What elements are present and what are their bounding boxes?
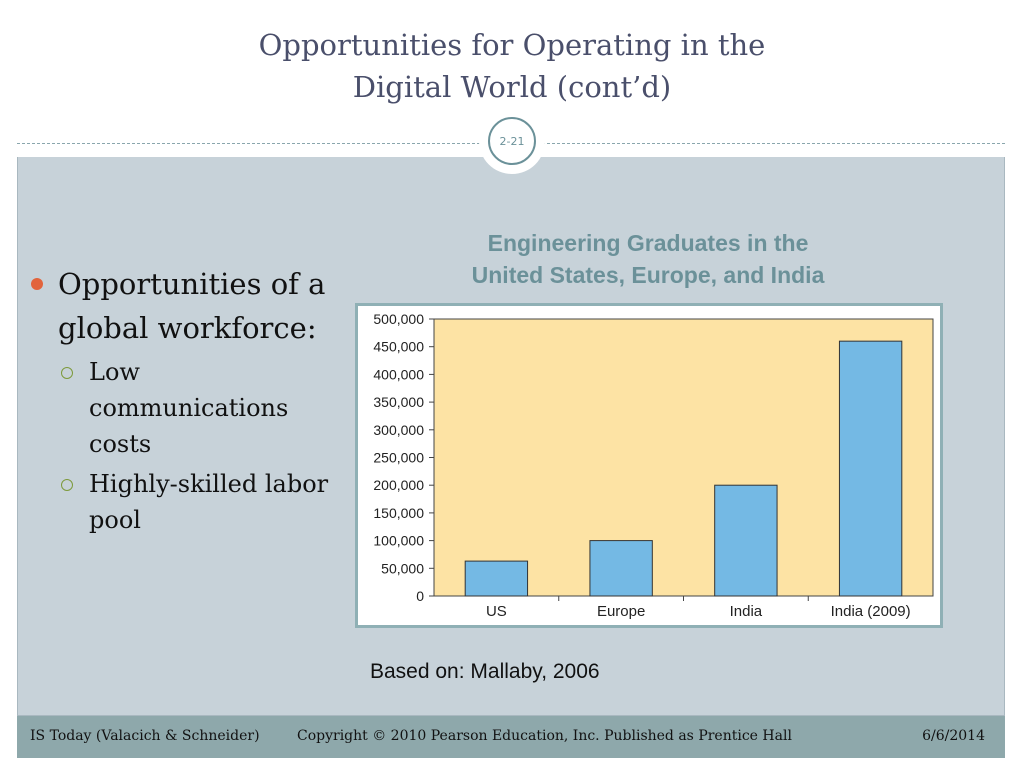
y-tick-label: 350,000 <box>373 394 424 410</box>
bullet-main: Opportunities of a global workforce: <box>30 262 340 350</box>
y-tick-label: 400,000 <box>373 366 424 382</box>
y-tick-label: 0 <box>416 588 424 604</box>
bar <box>589 540 653 597</box>
bullet-dot-icon <box>31 278 43 290</box>
y-tick-label: 100,000 <box>373 533 424 549</box>
footer-date: 6/6/2014 <box>922 728 985 744</box>
bar <box>838 340 903 597</box>
y-tick-label: 300,000 <box>373 422 424 438</box>
y-tick-label: 450,000 <box>373 339 424 355</box>
x-tick-label: Europe <box>597 603 645 620</box>
bar-chart-svg: 0 50,000 100,000 150,000 200,000 250,000 300,0… <box>373 311 934 620</box>
sub-bullet: Highly-skilled labor pool <box>30 466 340 538</box>
bar <box>714 484 778 597</box>
footer-course: IS Today (Valacich & Schneider) <box>30 728 260 744</box>
bar <box>464 560 529 597</box>
source-note: Based on: Mallaby, 2006 <box>370 660 600 683</box>
bullet-ring-icon <box>61 479 73 491</box>
chart-title-line2: United States, Europe, and India <box>471 262 825 288</box>
slide-title-line1: Opportunities for Operating in the <box>258 28 766 62</box>
bullet-list: Opportunities of a global workforce: Low… <box>30 262 340 542</box>
x-tick-label: US <box>486 603 507 620</box>
y-tick-label: 200,000 <box>373 477 424 493</box>
sub-bullet-list: Low communications costs Highly-skilled … <box>30 354 340 538</box>
slide-number: 2-21 <box>488 117 536 165</box>
bar-chart: 0 50,000 100,000 150,000 200,000 250,000 300,0… <box>355 303 943 628</box>
bullet-ring-icon <box>61 367 73 379</box>
slide-title: Opportunities for Operating in the Digit… <box>0 24 1024 108</box>
sub-bullet: Low communications costs <box>30 354 340 462</box>
y-tick-label: 50,000 <box>381 560 424 576</box>
bullet-main-text: Opportunities of a global workforce: <box>58 267 326 345</box>
chart-title: Engineering Graduates in the United Stat… <box>420 227 876 291</box>
x-tick-label: India <box>730 603 763 620</box>
sub-bullet-text: Highly-skilled labor pool <box>89 470 329 534</box>
sub-bullet-text: Low communications costs <box>89 358 289 458</box>
slide-title-line2: Digital World (cont’d) <box>352 70 672 104</box>
y-tick-label: 500,000 <box>373 311 424 327</box>
y-tick-label: 250,000 <box>373 450 424 466</box>
footer-copyright: Copyright © 2010 Pearson Education, Inc.… <box>297 728 792 744</box>
x-tick-label: India (2009) <box>831 603 911 620</box>
y-tick-label: 150,000 <box>373 505 424 521</box>
chart-title-line1: Engineering Graduates in the <box>487 230 809 256</box>
footer: IS Today (Valacich & Schneider) Copyrigh… <box>17 716 1005 758</box>
